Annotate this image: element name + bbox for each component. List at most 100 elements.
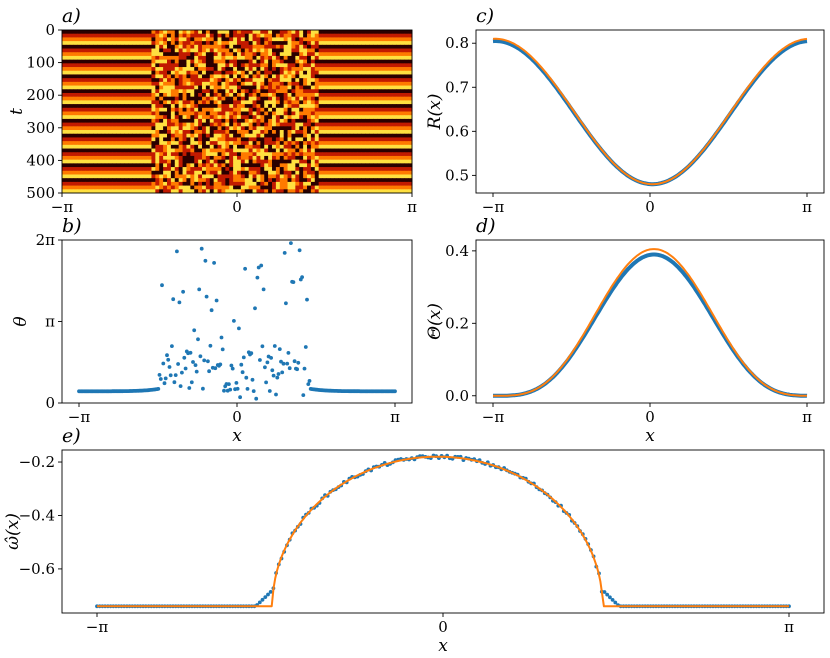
heatmap-cell: [314, 92, 320, 98]
heatmap-cell: [151, 30, 156, 35]
heatmap-cell: [89, 52, 94, 57]
heatmap-cell: [190, 167, 195, 172]
heatmap-cell: [73, 107, 78, 112]
heatmap-cell: [349, 130, 355, 135]
heatmap-cell: [342, 100, 347, 105]
heatmap-cell: [120, 74, 125, 79]
heatmap-cell: [275, 178, 281, 183]
heatmap-cell: [380, 189, 386, 194]
heatmap-cell: [248, 130, 253, 135]
heatmap-cell: [217, 107, 222, 112]
heatmap-cell: [248, 174, 253, 179]
heatmap-cell: [190, 133, 195, 138]
heatmap-cell: [62, 59, 67, 64]
heatmap-cell: [260, 59, 265, 64]
heatmap-cell: [307, 167, 312, 172]
heatmap-cell: [198, 59, 203, 64]
heatmap-cell: [151, 167, 156, 172]
heatmap-cell: [283, 44, 288, 49]
heatmap-cell: [342, 81, 347, 86]
heatmap-cell: [365, 189, 370, 194]
heatmap-cell: [283, 52, 288, 57]
heatmap-cell: [361, 70, 366, 75]
frequency-point: [602, 590, 607, 594]
heatmap-cell: [357, 30, 362, 35]
heatmap-cell: [287, 163, 292, 168]
heatmap-cell: [221, 70, 226, 75]
heatmap-cell: [213, 181, 218, 186]
heatmap-cell: [221, 122, 226, 127]
heatmap-cell: [326, 163, 331, 168]
heatmap-cell: [349, 104, 355, 109]
heatmap-cell: [81, 30, 86, 35]
heatmap-cell: [97, 33, 102, 38]
heatmap-cell: [174, 41, 180, 46]
heatmap-cell: [178, 55, 183, 61]
heatmap-cell: [318, 178, 323, 183]
heatmap-cell: [377, 159, 382, 164]
heatmap-cell: [167, 104, 172, 109]
heatmap-cell: [190, 163, 195, 168]
heatmap-cell: [353, 178, 358, 183]
heatmap-cell: [97, 130, 102, 135]
heatmap-cell: [283, 174, 288, 179]
heatmap-cell: [291, 152, 296, 157]
heatmap-cell: [100, 107, 106, 112]
heatmap-cell: [303, 159, 308, 164]
heatmap-cell: [147, 167, 152, 172]
heatmap-cell: [345, 33, 351, 38]
heatmap-cell: [186, 167, 191, 172]
heatmap-cell: [73, 167, 78, 172]
heatmap-cell: [97, 74, 102, 79]
heatmap-cell: [147, 44, 152, 49]
heatmap-cell: [190, 41, 195, 46]
heatmap-cell: [89, 44, 94, 49]
heatmap-cell: [93, 30, 98, 35]
heatmap-cell: [260, 63, 265, 68]
heatmap-cell: [170, 159, 176, 164]
heatmap-cell: [318, 92, 323, 98]
heatmap-cell: [295, 126, 300, 131]
heatmap-cell: [151, 37, 156, 42]
heatmap-cell: [330, 33, 335, 38]
heatmap-cell: [198, 85, 203, 90]
heatmap-cell: [62, 185, 67, 190]
heatmap-cell: [85, 89, 90, 94]
heatmap-cell: [244, 33, 250, 38]
heatmap-cell: [93, 59, 98, 64]
heatmap-cell: [408, 67, 413, 72]
heatmap-cell: [190, 67, 195, 72]
phase-point: [168, 373, 173, 378]
heatmap-cell: [202, 159, 207, 164]
heatmap-cell: [283, 55, 288, 61]
heatmap-cell: [151, 70, 156, 75]
heatmap-cell: [190, 52, 195, 57]
heatmap-cell: [170, 174, 176, 179]
heatmap-cell: [112, 30, 117, 35]
heatmap-cell: [349, 107, 355, 112]
heatmap-cell: [174, 96, 180, 101]
heatmap-cell: [225, 155, 230, 161]
heatmap-cell: [139, 185, 145, 190]
heatmap-cell: [186, 74, 191, 79]
heatmap-cell: [85, 111, 90, 116]
heatmap-cell: [221, 52, 226, 57]
heatmap-cell: [147, 155, 152, 161]
heatmap-cell: [287, 178, 292, 183]
heatmap-cell: [116, 178, 121, 183]
heatmap-cell: [369, 70, 374, 75]
heatmap-cell: [369, 189, 374, 194]
heatmap-cell: [322, 137, 327, 142]
heatmap-cell: [65, 185, 71, 190]
heatmap-cell: [167, 181, 172, 186]
heatmap-cell: [342, 185, 347, 190]
heatmap-cell: [100, 178, 106, 183]
heatmap-cell: [299, 133, 304, 138]
phase-point: [199, 246, 204, 251]
heatmap-cell: [299, 59, 304, 64]
heatmap-cell: [275, 37, 281, 42]
heatmap-cell: [202, 122, 207, 127]
heatmap-cell: [264, 100, 269, 105]
heatmap-cell: [132, 178, 137, 183]
heatmap-cell: [233, 148, 238, 153]
